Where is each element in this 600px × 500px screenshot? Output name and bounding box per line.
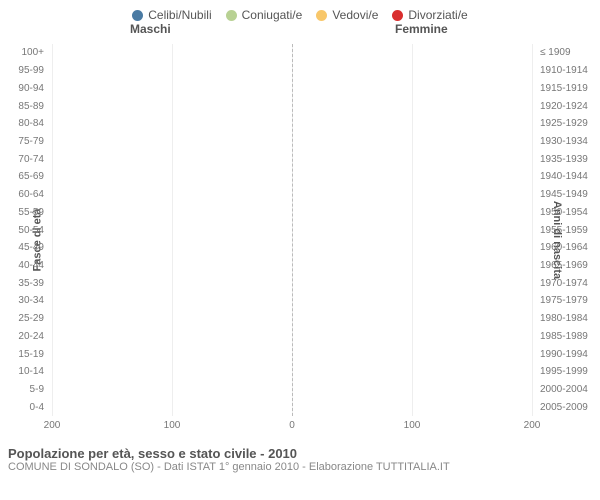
pyramid-row — [52, 203, 532, 221]
pyramid-row — [52, 150, 532, 168]
birth-label: 1980-1984 — [536, 310, 600, 328]
age-label: 65-69 — [0, 168, 48, 186]
age-label: 35-39 — [0, 274, 48, 292]
birth-label: 1935-1939 — [536, 150, 600, 168]
x-tick: 200 — [524, 420, 541, 431]
pyramid-row — [52, 97, 532, 115]
birth-label: 2000-2004 — [536, 381, 600, 399]
birth-label: 1920-1924 — [536, 97, 600, 115]
birth-label: 1960-1964 — [536, 239, 600, 257]
birth-label: 2005-2009 — [536, 398, 600, 416]
age-label: 10-14 — [0, 363, 48, 381]
pyramid-row — [52, 168, 532, 186]
pyramid-row — [52, 115, 532, 133]
age-label: 100+ — [0, 44, 48, 62]
age-label: 80-84 — [0, 115, 48, 133]
age-label: 40-44 — [0, 257, 48, 275]
age-label: 95-99 — [0, 62, 48, 80]
pyramid-row — [52, 239, 532, 257]
age-label: 30-34 — [0, 292, 48, 310]
legend: Celibi/Nubili Coniugati/e Vedovi/e Divorzia… — [0, 0, 600, 22]
pyramid-row — [52, 292, 532, 310]
age-label: 0-4 — [0, 398, 48, 416]
legend-label: Celibi/Nubili — [148, 8, 211, 22]
pyramid-row — [52, 274, 532, 292]
age-label: 70-74 — [0, 150, 48, 168]
age-label: 75-79 — [0, 133, 48, 151]
pyramid-row — [52, 133, 532, 151]
pyramid-row — [52, 257, 532, 275]
legend-label: Coniugati/e — [242, 8, 303, 22]
age-label: 15-19 — [0, 345, 48, 363]
pyramid-row — [52, 381, 532, 399]
age-label: 55-59 — [0, 203, 48, 221]
age-label: 20-24 — [0, 328, 48, 346]
birth-label: 1930-1934 — [536, 133, 600, 151]
pyramid-row — [52, 44, 532, 62]
birth-label: 1940-1944 — [536, 168, 600, 186]
birth-label: 1975-1979 — [536, 292, 600, 310]
caption: Popolazione per età, sesso e stato civil… — [0, 440, 600, 473]
pyramid-row — [52, 398, 532, 416]
pyramid-row — [52, 79, 532, 97]
legend-item: Divorziati/e — [392, 8, 467, 22]
legend-label: Vedovi/e — [332, 8, 378, 22]
caption-title: Popolazione per età, sesso e stato civil… — [8, 446, 592, 461]
pyramid-row — [52, 328, 532, 346]
birth-label: 1950-1954 — [536, 203, 600, 221]
birth-label: 1910-1914 — [536, 62, 600, 80]
x-tick: 100 — [404, 420, 421, 431]
birth-label: 1915-1919 — [536, 79, 600, 97]
legend-swatch — [226, 10, 237, 21]
age-label: 25-29 — [0, 310, 48, 328]
age-label: 60-64 — [0, 186, 48, 204]
age-label: 5-9 — [0, 381, 48, 399]
birth-label: 1955-1959 — [536, 221, 600, 239]
age-label: 45-49 — [0, 239, 48, 257]
column-headers: Maschi Femmine — [0, 22, 600, 40]
pyramid-row — [52, 310, 532, 328]
age-label: 85-89 — [0, 97, 48, 115]
x-axis: 2001000100200 — [52, 420, 532, 436]
birth-label: 1990-1994 — [536, 345, 600, 363]
legend-item: Celibi/Nubili — [132, 8, 211, 22]
pyramid-row — [52, 345, 532, 363]
birth-label: 1985-1989 — [536, 328, 600, 346]
birth-label: 1965-1969 — [536, 257, 600, 275]
pyramid-row — [52, 221, 532, 239]
birth-label: 1945-1949 — [536, 186, 600, 204]
pyramid-row — [52, 62, 532, 80]
pyramid-row — [52, 186, 532, 204]
females-header: Femmine — [395, 22, 448, 36]
legend-item: Vedovi/e — [316, 8, 378, 22]
legend-swatch — [132, 10, 143, 21]
birth-label: ≤ 1909 — [536, 44, 600, 62]
birth-label: 1995-1999 — [536, 363, 600, 381]
x-tick: 100 — [164, 420, 181, 431]
legend-label: Divorziati/e — [408, 8, 467, 22]
plot-area — [52, 44, 532, 416]
males-header: Maschi — [130, 22, 171, 36]
age-label: 50-54 — [0, 221, 48, 239]
caption-subtitle: COMUNE DI SONDALO (SO) - Dati ISTAT 1° g… — [8, 461, 592, 473]
birth-label: 1970-1974 — [536, 274, 600, 292]
legend-swatch — [316, 10, 327, 21]
legend-item: Coniugati/e — [226, 8, 303, 22]
x-tick: 0 — [289, 420, 295, 431]
pyramid-row — [52, 363, 532, 381]
birth-label: 1925-1929 — [536, 115, 600, 133]
x-tick: 200 — [44, 420, 61, 431]
legend-swatch — [392, 10, 403, 21]
population-pyramid: Fasce di età Anni di nascita 100+95-9990… — [0, 40, 600, 440]
birth-year-labels: ≤ 19091910-19141915-19191920-19241925-19… — [536, 44, 600, 416]
age-label: 90-94 — [0, 79, 48, 97]
age-labels: 100+95-9990-9485-8980-8475-7970-7465-696… — [0, 44, 48, 416]
